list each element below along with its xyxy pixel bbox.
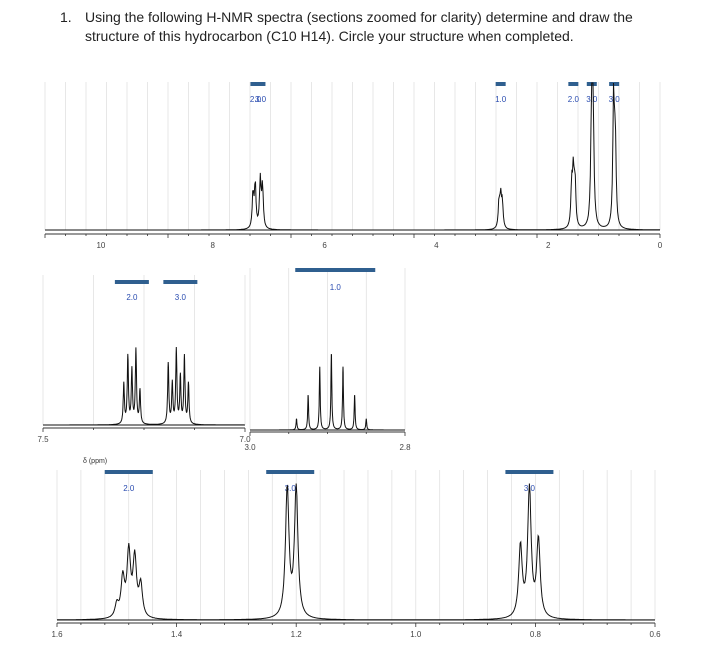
spectrum-trace [43,346,245,426]
integration-bar [568,82,579,86]
x-tick-label: 4 [434,241,439,250]
integration-bar [104,470,153,474]
x-tick-label: 7.0 [239,435,251,444]
integration-bar [609,82,620,86]
x-tick-label: 2.8 [399,443,411,452]
x-tick-label: 0.8 [530,630,542,639]
integration-label: 3.0 [586,95,598,104]
x-tick-label: 10 [96,241,105,250]
x-tick-label: 1.4 [171,630,183,639]
x-tick-label: 8 [211,241,216,250]
x-tick-label: 1.0 [410,630,422,639]
integration-label: 1.0 [495,95,507,104]
spectrum-panel-2: 7.5 7.0 δ (ppm) 2.0 3.0 [37,275,251,465]
integration-label: 1.0 [330,283,342,292]
x-tick-label: 2 [546,241,551,250]
integration-bar [250,82,261,86]
integration-bar [495,82,506,86]
integration-label: 2.0 [568,95,580,104]
question-text: Using the following H-NMR spectra (secti… [85,9,633,44]
integration-bar [266,470,315,474]
integration-label: 3.0 [255,95,267,104]
integration-label: 2.0 [126,293,138,302]
integration-bar [255,82,266,86]
x-tick-label: 6 [322,241,327,250]
x-tick-label: 1.6 [51,630,63,639]
spectrum-trace [45,82,660,231]
x-axis-label: δ (ppm) [83,458,107,465]
integration-bar [163,280,198,284]
x-tick-label: 0.6 [649,630,661,639]
integration-bar [295,268,376,272]
spectrum-trace [57,483,655,621]
integration-label: 3.0 [175,293,187,302]
x-tick-label: 7.5 [37,435,49,444]
spectrum-trace [250,354,405,431]
integration-label: 2.0 [250,95,262,104]
x-tick-label: 1.2 [291,630,303,639]
spectrum-panel-3: 3.0 2.8 1.0 [244,268,411,452]
spectrum-panel-4: 1.6 1.4 1.2 1.0 0.8 0.62.0 3.0 3.0 [51,470,661,639]
spectrum-panel-1: 10 8 6 4 2 02.03.0 1.0 2.0 3.0 3.0 [44,82,663,250]
x-tick-label: 0 [658,241,663,250]
integration-bar [505,470,554,474]
integration-label: 2.0 [123,484,135,493]
integration-label: 3.0 [285,484,297,493]
question-number: 1. [60,9,72,25]
x-tick-label: 3.0 [244,443,256,452]
integration-bar [114,280,149,284]
